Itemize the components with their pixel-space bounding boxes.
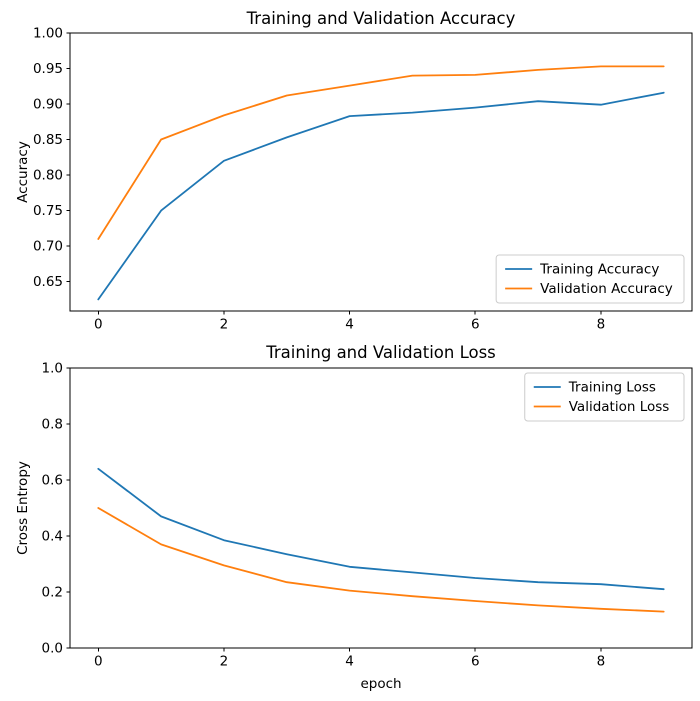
accuracy-chart-title: Training and Validation Accuracy [246,9,516,28]
accuracy-line-validation-accuracy [97,65,665,240]
accuracy-legend-box [495,254,685,304]
accuracy-y-tick-label: 1.00 [33,26,63,42]
accuracy-x-tick-label: 2 [220,317,229,333]
accuracy-y-tick-label: 0.95 [33,61,63,77]
loss-line-training-loss [97,467,665,591]
loss-y-tick-label: 0.0 [42,641,63,657]
loss-chart-title: Training and Validation Loss [266,343,496,362]
loss-x-tick-label: 8 [597,654,606,670]
loss-x-tick-label: 2 [220,654,229,670]
loss-x-tick-label: 4 [345,654,354,670]
loss-y-tick-label: 0.4 [42,529,63,545]
accuracy-x-tick-label: 8 [597,317,606,333]
accuracy-line-training-accuracy [97,91,665,301]
accuracy-x-tick-label: 4 [345,317,354,333]
accuracy-y-tick-label: 0.75 [33,203,63,219]
accuracy-y-tick-label: 0.65 [33,274,63,290]
accuracy-y-tick-label: 0.90 [33,97,63,113]
loss-x-axis-label: epoch [360,676,402,692]
accuracy-axes-spines [69,32,693,312]
loss-legend-label-training: Training Loss [568,380,656,396]
accuracy-x-tick-label: 0 [94,317,103,333]
accuracy-x-tick-label: 6 [471,317,480,333]
loss-y-tick-label: 0.2 [42,585,63,601]
loss-x-tick-label: 0 [94,654,103,670]
accuracy-legend-label-validation: Validation Accuracy [540,281,673,297]
accuracy-y-tick-label: 0.85 [33,132,63,148]
accuracy-y-tick-label: 0.70 [33,239,63,255]
loss-y-tick-label: 0.8 [42,417,63,433]
loss-legend-label-validation: Validation Loss [569,399,670,415]
loss-x-tick-label: 6 [471,654,480,670]
loss-y-tick-label: 0.6 [42,473,63,489]
loss-line-validation-loss [97,507,665,613]
accuracy-legend-label-training: Training Accuracy [539,262,659,278]
loss-legend-box [524,372,685,422]
accuracy-y-tick-label: 0.80 [33,168,63,184]
loss-axes-spines [69,367,693,649]
loss-y-tick-label: 1.0 [42,361,63,377]
